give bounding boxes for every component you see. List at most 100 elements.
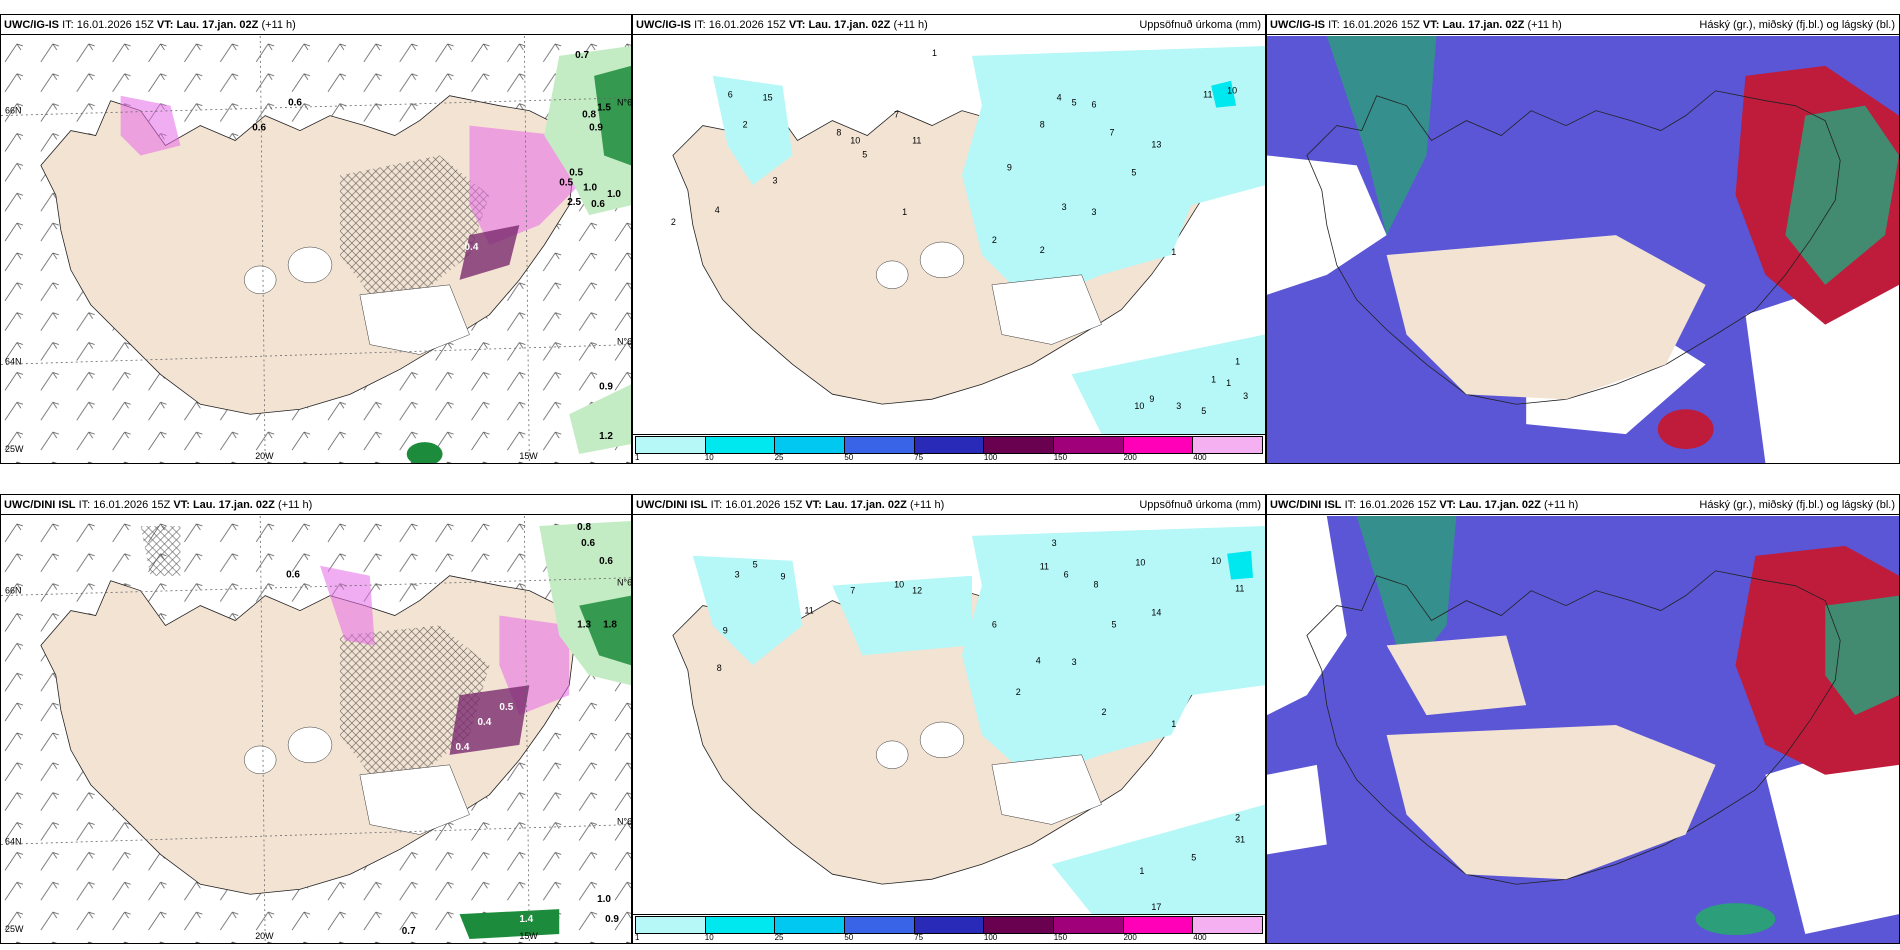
val: 0.6	[286, 570, 300, 581]
vt-value: Lau. 17.jan. 02Z	[192, 499, 275, 511]
precip-light-n	[832, 575, 972, 656]
val: 1.5	[597, 103, 611, 114]
val: 0.5	[499, 702, 513, 713]
it-label: IT:	[710, 499, 723, 511]
hatched-area-nw	[140, 525, 181, 576]
val: 0.9	[589, 123, 603, 134]
colorbar-tick-label: 200	[1123, 453, 1137, 462]
map-area: 1 11 10 6 15 2 8 10 7 11 5 4 5 8 6 7 3 3…	[633, 36, 1265, 434]
val: 2	[1040, 245, 1045, 255]
it-value: 16.01.2026 15Z	[1359, 499, 1437, 511]
val: 11	[1203, 90, 1212, 100]
cloud-gap	[1267, 764, 1327, 855]
val: 10	[894, 580, 904, 590]
vt-label: VT:	[173, 499, 190, 511]
axis-lon-25: 25W	[5, 924, 24, 934]
axis-right-66: N°66	[617, 98, 631, 108]
val: 2	[1235, 812, 1240, 822]
it-label: IT:	[694, 19, 706, 31]
val: 0.5	[559, 177, 573, 188]
panel-header: UWC/IG-IS IT: 16.01.2026 15Z VT: Lau. 17…	[1267, 15, 1899, 35]
map-title: Háský (gr.), miðský (fj.bl.) og lágský (…	[1699, 499, 1895, 511]
map-title: Háský (gr.), miðský (fj.bl.) og lágský (…	[1699, 19, 1895, 31]
val: 15	[763, 93, 773, 103]
colorbar-swatch	[984, 917, 1055, 933]
lead-time: (+11 h)	[1543, 499, 1579, 511]
lat-64n	[1, 824, 631, 845]
precip-cyan	[1211, 80, 1237, 108]
map-area	[1267, 516, 1899, 943]
colorbar-tick-label: 150	[1053, 453, 1068, 462]
val: 3	[1052, 538, 1057, 548]
vt-label: VT:	[1439, 499, 1456, 511]
vt-value: Lau. 17.jan. 02Z	[1442, 19, 1525, 31]
val: 6	[992, 619, 997, 629]
cloud-mid-e	[1825, 595, 1899, 716]
val: 2	[992, 235, 997, 245]
axis-right-66: N°66	[617, 578, 631, 588]
val: 0.6	[252, 123, 266, 134]
axis-lat-64: 64N	[5, 836, 21, 846]
glacier-hofsjokull	[875, 260, 909, 289]
cloud-mid-e	[1785, 105, 1899, 285]
val: 1	[1139, 866, 1144, 876]
val: 0.6	[599, 556, 613, 567]
lon-20w	[259, 36, 266, 463]
colorbar-tick-label: 150	[1053, 933, 1068, 942]
axis-lon-25: 25W	[5, 444, 24, 454]
panel-wind-dini: UWC/DINI ISL IT: 16.01.2026 15Z VT: Lau.…	[0, 494, 632, 944]
it-label: IT:	[78, 499, 91, 511]
colorbar: 1 10 25 50 75 100 150 200 400	[633, 914, 1265, 943]
val: 3	[773, 175, 778, 185]
colorbar-tick-label: 25	[774, 933, 784, 942]
glacier-langjokull	[287, 246, 333, 284]
model-name: UWC/DINI ISL	[1270, 499, 1342, 511]
vt-label: VT:	[156, 19, 174, 31]
val: 2	[671, 217, 676, 227]
it-value: 16.01.2026 15Z	[1342, 19, 1420, 31]
colorbar-swatch	[914, 437, 985, 453]
val: 1.8	[603, 619, 617, 630]
val: 0.7	[402, 926, 416, 937]
glacier-langjokull	[919, 721, 965, 759]
cloud-gap	[1765, 734, 1899, 935]
glacier-langjokull	[919, 241, 965, 279]
colorbar-swatch	[1123, 917, 1194, 933]
map-svg	[1267, 36, 1899, 463]
val: 1	[1171, 719, 1176, 729]
val: 0.8	[582, 110, 596, 121]
val: 1.2	[599, 431, 613, 442]
glacier	[991, 274, 1102, 345]
panel-precip-ig: UWC/IG-IS IT: 16.01.2026 15Z VT: Lau. 17…	[632, 14, 1266, 464]
val: 3	[1176, 401, 1181, 411]
vt-value: Lau. 17.jan. 02Z	[824, 499, 907, 511]
val: 0.9	[605, 914, 619, 925]
val: 7	[1109, 128, 1114, 138]
map-title: Uppsöfnuð úrkoma (mm)	[1139, 19, 1261, 31]
val: 1.0	[583, 182, 597, 193]
precip-light-s	[1051, 804, 1265, 914]
precip-green-s	[459, 909, 560, 940]
val: 5	[753, 560, 758, 570]
val: 1	[1171, 247, 1176, 257]
val: 1.3	[577, 619, 591, 630]
it-label: IT:	[1344, 499, 1357, 511]
val: 10	[850, 135, 860, 145]
colorbar-tick-label: 25	[774, 453, 784, 462]
colorbar-swatch	[636, 437, 706, 453]
val: 8	[1094, 580, 1099, 590]
val: 5	[862, 149, 867, 159]
val: 9	[1007, 162, 1012, 172]
it-value: 16.01.2026 15Z	[76, 19, 154, 31]
precip-purple-e	[459, 225, 520, 280]
axis-lon-20: 20W	[255, 451, 274, 461]
colorbar-swatch	[705, 917, 776, 933]
val: 17	[1151, 902, 1161, 912]
val: 2.5	[567, 197, 581, 208]
axis-lat-66: 66N	[5, 106, 21, 116]
colorbar-tick-label: 75	[914, 453, 924, 462]
vt-label: VT:	[805, 499, 822, 511]
panel-header: UWC/DINI ISL IT: 16.01.2026 15Z VT: Lau.…	[1, 495, 631, 515]
colorbar-tick-label: 10	[704, 453, 714, 462]
val: 3	[1243, 391, 1248, 401]
